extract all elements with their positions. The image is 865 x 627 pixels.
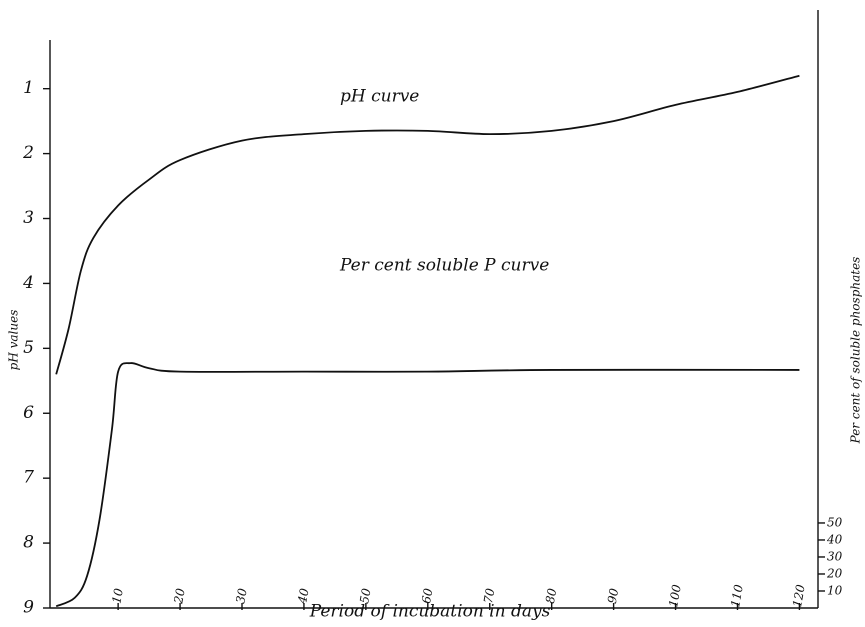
x-tick-label: 10 — [109, 587, 126, 605]
y2-tick-label: 20 — [826, 566, 843, 580]
data-line — [55, 74, 800, 375]
y-tick-label: 9 — [23, 598, 34, 618]
y2-tick-label: 40 — [826, 532, 843, 546]
y2-axis-label: Per cent of soluble phosphates — [849, 257, 863, 445]
y-tick-label: 4 — [22, 273, 34, 293]
x-tick-label: 60 — [419, 587, 436, 605]
y-tick-label: 5 — [23, 338, 34, 358]
y2-tick-label: 10 — [827, 583, 843, 597]
x-tick-label: 90 — [605, 587, 622, 605]
y-tick-label: 6 — [23, 403, 34, 423]
x-tick-label: 50 — [357, 587, 374, 605]
x-tick-label: 20 — [171, 587, 188, 606]
y-tick-label: 1 — [23, 78, 34, 98]
y2-tick-label: 50 — [827, 515, 843, 529]
annotation: Per cent soluble P curve — [339, 256, 549, 276]
annotation: pH curve — [340, 87, 419, 107]
y-tick-label: 2 — [22, 143, 34, 163]
x-tick-label: 100 — [666, 583, 684, 608]
y2-tick-label: 30 — [827, 549, 843, 563]
y-tick-label: 7 — [23, 468, 34, 488]
y-tick-label: 3 — [23, 208, 34, 228]
x-tick-label: 80 — [543, 587, 560, 605]
data-line — [55, 362, 800, 608]
y-tick-label: 8 — [23, 533, 34, 553]
x-tick-label: 70 — [481, 587, 498, 605]
x-tick-label: 40 — [295, 587, 312, 606]
x-tick-label: 110 — [728, 583, 746, 608]
x-tick-label: 30 — [233, 587, 250, 605]
x-tick-label: 120 — [790, 583, 808, 608]
y-axis-label: pH values — [7, 310, 21, 371]
